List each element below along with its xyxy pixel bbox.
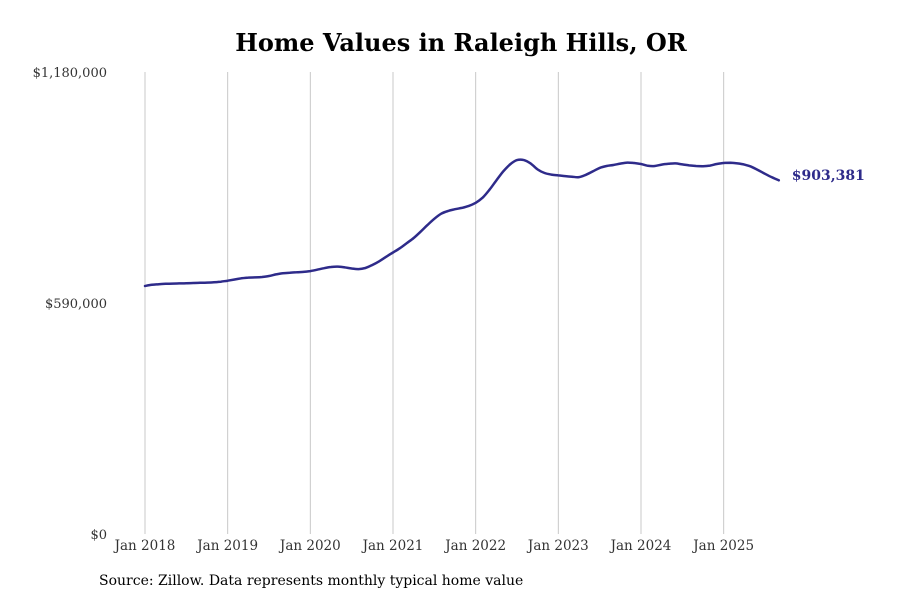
- y-tick-label: $1,180,000: [33, 66, 107, 81]
- x-tick-label: Jan 2024: [609, 538, 672, 554]
- gridlines: [144, 72, 725, 534]
- x-tick-label: Jan 2018: [113, 538, 176, 554]
- y-tick-label: $0: [90, 528, 107, 543]
- x-axis: Jan 2018 Jan 2019 Jan 2020 Jan 2021 Jan 2022…: [113, 538, 754, 554]
- x-tick-label: Jan 2021: [361, 538, 424, 554]
- source-note: Source: Zillow. Data represents monthly …: [99, 573, 524, 589]
- x-tick-label: Jan 2023: [526, 538, 589, 554]
- series: $903,381: [143, 158, 865, 288]
- chart-title: Home Values in Raleigh Hills, OR: [235, 28, 687, 57]
- x-tick-label: Jan 2019: [195, 538, 258, 554]
- series-line: [143, 158, 781, 288]
- y-axis: $0 $590,000 $1,180,000: [33, 66, 107, 543]
- x-tick-label: Jan 2025: [691, 538, 754, 554]
- y-tick-label: $590,000: [45, 297, 107, 312]
- end-value-label: $903,381: [792, 168, 865, 184]
- x-tick-label: Jan 2020: [278, 538, 341, 554]
- x-tick-label: Jan 2022: [443, 538, 506, 554]
